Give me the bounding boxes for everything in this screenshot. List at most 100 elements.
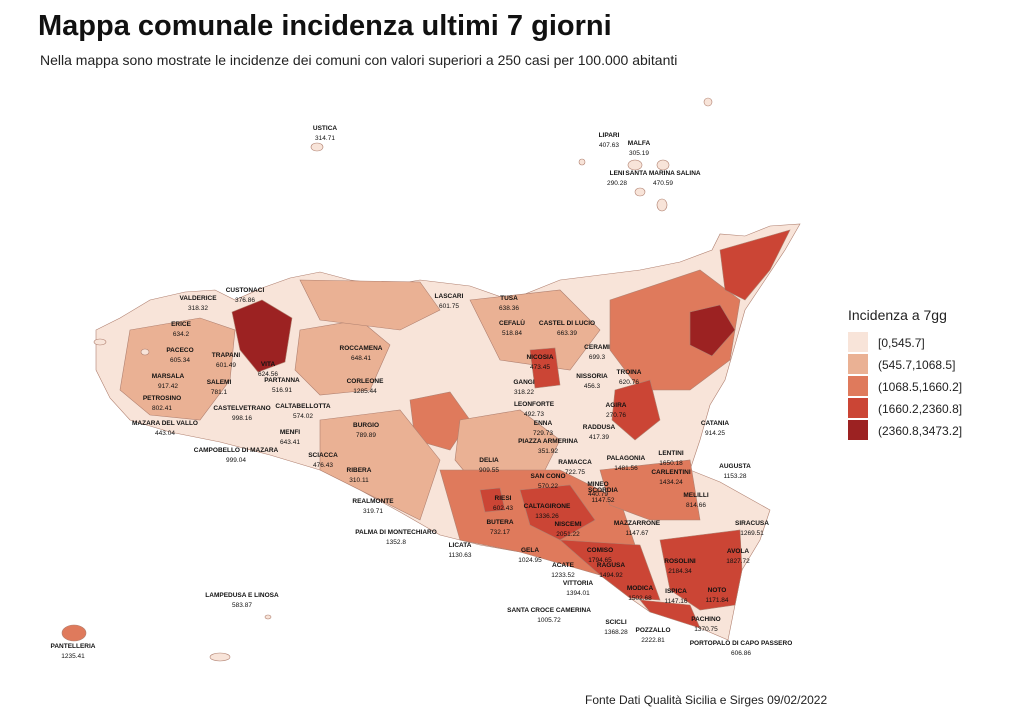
comune-value: 729.73 [533,430,553,437]
region [469,289,601,371]
comune-value: 318.32 [188,305,208,312]
comune-value: 417.39 [589,434,609,441]
comune-value: 914.25 [705,430,725,437]
comune-value: 1494.92 [599,572,623,579]
comune-name: CARLENTINI [651,469,691,476]
comune-value: 1650.18 [659,460,683,467]
comune-value: 583.87 [232,602,252,609]
legend-label: (545.7,1068.5] [878,358,955,372]
comune-value: 814.66 [686,502,706,509]
comune-value: 1235.41 [61,653,85,660]
comune-name: COMISO [587,547,613,554]
comune-value: 999.04 [226,457,246,464]
comune-name: VITTORIA [563,580,594,587]
island [264,614,272,620]
legend-label: (2360.8,3473.2] [878,424,962,438]
comune-value: 620.76 [619,379,639,386]
comune-name: SCIACCA [308,452,338,459]
comune-value: 606.86 [731,650,751,657]
comune-value: 443.04 [155,430,175,437]
comune-value: 1827.72 [726,558,750,565]
legend-swatch [848,398,868,418]
comune-value: 663.39 [557,330,577,337]
comune-name: CAMPOBELLO DI MAZARA [194,447,279,454]
island [656,198,668,212]
comune-name: SANTA CROCE CAMERINA [507,607,591,614]
legend: Incidenza a 7gg [0,545.7] (545.7,1068.5] (… [848,307,962,440]
comune-name: BUTERA [486,519,513,526]
comune-value: 310.11 [349,477,369,484]
island [634,187,646,197]
comune-name: BURGIO [353,422,379,429]
comune-value: 909.55 [479,467,499,474]
island [578,158,586,166]
comune-name: SALEMI [207,379,232,386]
comune-value: 1269.51 [740,530,764,537]
comune-value: 574.02 [293,413,313,420]
comune-value: 781.1 [211,389,228,396]
comune-name: MELILLI [683,492,708,499]
comune-value: 470.59 [653,180,673,187]
comune-name: CALTABELLOTTA [275,403,331,410]
comune-value: 2222.81 [641,637,665,644]
comune-name: GANGI [513,379,535,386]
region [519,484,596,541]
comune-name: CALTAGIRONE [524,503,571,510]
comune-value: 1005.72 [537,617,561,624]
comune-value: 1794.65 [588,557,612,564]
region [479,487,506,513]
comune-value: 305.19 [629,150,649,157]
comune-value: 638.36 [499,305,519,312]
comune-name: PALAGONIA [607,455,646,462]
comune-value: 314.71 [315,135,335,142]
legend-swatch [848,376,868,396]
comune-name: PIAZZA ARMERINA [518,438,578,445]
comune-value: 476.43 [313,462,333,469]
legend-label: [0,545.7] [878,336,925,350]
comune-name: MODICA [627,585,654,592]
comune-value: 473.45 [530,364,550,371]
comune-value: 1130.63 [448,552,471,559]
comune-value: 601.49 [216,362,236,369]
comune-value: 290.28 [607,180,627,187]
comune-name: TUSA [500,295,518,302]
comune-name: PALMA DI MONTECHIARO [355,529,437,536]
comune-name: USTICA [313,125,338,132]
region [119,317,236,421]
island [93,338,107,346]
comune-name: SCORDIA [588,487,618,494]
comune-name: TROINA [617,369,642,376]
comune-name: CUSTONACI [226,287,265,294]
comune-name: LENI [610,170,625,177]
comune-name: SANTA MARINA SALINA [625,170,701,177]
region [689,304,736,357]
comune-value: 492.73 [524,411,544,418]
comune-name: CORLEONE [347,378,385,385]
comune-name: PACECO [166,347,193,354]
comune-name: CEFALÙ [499,318,525,327]
region [529,347,561,389]
island [656,159,670,171]
comune-name: RAMACCA [558,459,592,466]
comune-value: 456.3 [584,383,601,390]
comune-value: 602.43 [493,505,513,512]
comune-value: 1394.01 [566,590,590,597]
comune-name: ROCCAMENA [340,345,383,352]
comune-name: MENFI [280,429,300,436]
comune-name: NICOSIA [526,354,553,361]
comune-value: 319.71 [363,508,383,515]
comune-value: 1024.95 [518,557,542,564]
comune-value: 376.86 [235,297,255,304]
comune-name: NISCEMI [554,521,581,528]
comune-name: CASTELVETRANO [213,405,270,412]
legend-swatch [848,332,868,352]
comune-value: 1285.44 [353,388,377,395]
region [611,379,661,441]
comune-name: NISSORIA [576,373,608,380]
comune-name: SAN CONO [530,473,565,480]
comune-name: PANTELLERIA [50,643,95,650]
comune-value: 1336.26 [535,513,559,520]
comune-name: CATANIA [701,420,730,427]
comune-name: ROSOLINI [664,558,696,565]
